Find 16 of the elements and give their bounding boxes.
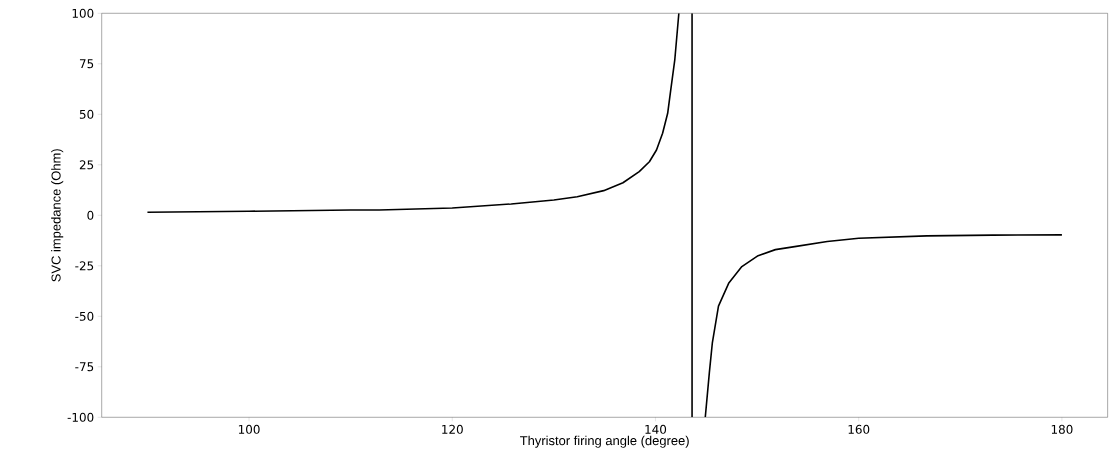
- y-tick-label: -25: [75, 261, 94, 271]
- y-tick-label: 75: [79, 59, 94, 69]
- x-tick-label: 180: [1051, 424, 1073, 434]
- y-tick-label: -75: [75, 362, 94, 372]
- x-tick-label: 120: [442, 424, 463, 434]
- x-axis-title: Thyristor firing angle (degree): [520, 435, 689, 448]
- y-tick-label: 25: [79, 160, 94, 170]
- y-tick-label: -100: [67, 412, 94, 422]
- x-tick-label: 160: [848, 424, 870, 434]
- y-tick-label: -50: [75, 311, 94, 321]
- x-tick-label: 100: [238, 424, 260, 434]
- y-axis-title: SVC impedance (Ohm): [51, 149, 64, 282]
- y-tick-label: 0: [87, 210, 94, 220]
- y-tick-label: 100: [72, 8, 94, 18]
- y-tick-label: 50: [79, 109, 94, 119]
- x-tick-label: 140: [645, 424, 667, 434]
